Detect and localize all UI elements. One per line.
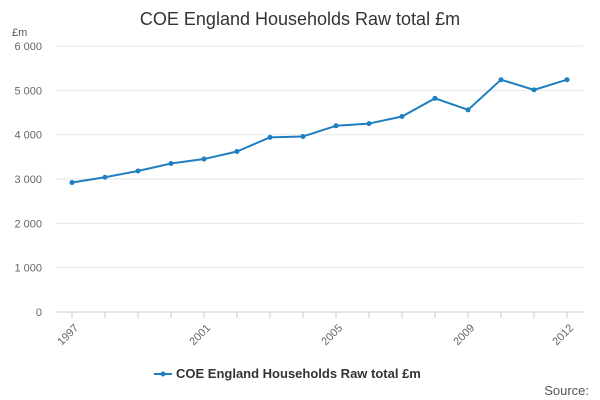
legend-series-label: COE England Households Raw total £m [176,366,421,381]
y-tick-label: 3 000 [14,174,42,186]
x-axis: 1997 2001 2005 2009 2012 [55,312,576,348]
source-label: Source: [544,383,589,398]
data-point[interactable] [102,174,108,180]
y-tick-label: 6 000 [14,41,42,53]
data-point[interactable] [333,123,339,129]
x-tick-label: 2005 [319,322,345,348]
data-point[interactable] [399,113,405,119]
y-axis-unit-label: £m [12,27,27,39]
y-tick-label: 4 000 [14,130,42,142]
data-point[interactable] [234,149,240,155]
y-tick-label: 2 000 [14,218,42,230]
y-tick-label: 0 [36,307,42,319]
data-point[interactable] [69,180,75,186]
data-point[interactable] [465,107,471,113]
data-point[interactable] [366,121,372,127]
data-point[interactable] [168,160,174,166]
legend[interactable]: COE England Households Raw total £m [154,366,421,381]
x-tick-label: 1997 [55,322,81,348]
x-tick-label: 2009 [451,322,477,348]
chart-title: COE England Households Raw total £m [140,9,460,29]
data-point[interactable] [531,87,537,93]
y-tick-label: 1 000 [14,263,42,275]
legend-series-marker [160,371,166,377]
gridlines [56,45,583,313]
series-layer [69,77,570,186]
y-tick-label: 5 000 [14,85,42,97]
data-point[interactable] [498,77,504,83]
data-point[interactable] [201,156,207,162]
data-point[interactable] [300,133,306,139]
data-point[interactable] [267,134,273,140]
y-axis: 0 1 000 2 000 3 000 4 000 5 000 6 000 [14,41,42,319]
series-line [71,78,568,184]
data-point[interactable] [135,168,141,174]
data-point[interactable] [432,95,438,101]
x-tick-label: 2012 [550,322,576,348]
x-tick-label: 2001 [187,322,213,348]
data-point[interactable] [564,77,570,83]
